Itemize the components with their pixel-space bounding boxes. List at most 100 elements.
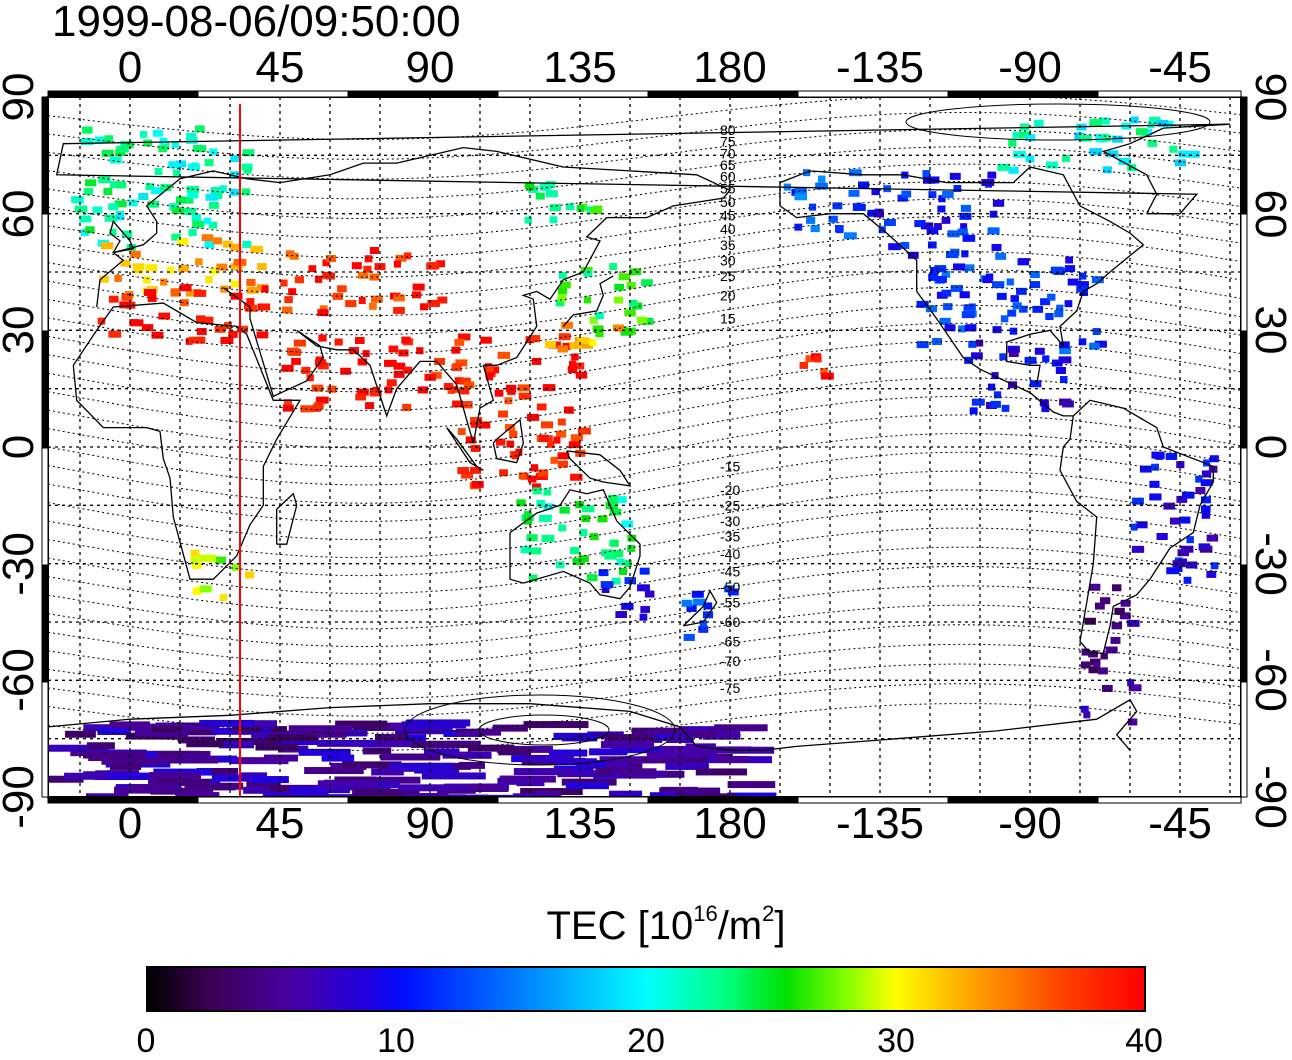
tec-pixel [82,126,93,134]
tec-pixel [1045,161,1058,169]
tec-pixel [322,783,355,791]
tec-pixel [200,585,212,593]
tec-pixel [209,148,218,156]
tec-pixel [1135,128,1148,136]
tec-pixel [88,753,139,761]
tec-pixel [1163,502,1176,510]
tec-pixel [384,359,397,367]
tec-pixel [613,296,624,304]
tec-pixel [536,403,547,411]
right-lat-tick: 30 [1246,305,1292,355]
tec-pixel [390,762,455,770]
tec-pixel [317,309,329,317]
tec-pixel [550,456,558,464]
tec-pixel [244,571,255,579]
tec-pixel [108,330,122,338]
coastline [1059,399,1214,654]
tec-pixel [997,163,1011,171]
tec-pixel [1201,511,1211,519]
tec-pixel [526,413,540,421]
tec-pixel [97,727,131,735]
tec-pixel [256,331,269,339]
tec-pixel [1079,134,1092,142]
left-lat-tick: 0 [0,387,43,507]
tec-pixel [216,263,228,271]
tec-pixel [1181,491,1195,499]
tec-pixel [1045,313,1054,321]
tec-pixel [537,469,549,477]
tec-pixel [987,227,1000,235]
tec-pixel [597,515,608,523]
tec-pixel [1101,684,1113,692]
tec-pixel [1127,164,1137,172]
tec-pixel [398,349,409,357]
tec-pixel [629,268,642,276]
tec-pixel [1059,376,1068,384]
tec-pixel [104,214,118,222]
tec-pixel [1025,155,1035,163]
tec-pixel [938,195,946,203]
contour-label: -65 [720,633,740,649]
tec-pixel [1025,134,1036,142]
tec-pixel [282,306,293,314]
tec-pixel [916,341,929,349]
contour-label: 45 [720,208,736,224]
tec-pixel [971,398,985,406]
tec-pixel [613,550,624,558]
tec-pixel [960,204,972,212]
tec-pixel [987,171,997,179]
tec-pixel [308,265,317,273]
tec-pixel [1180,545,1194,553]
tec-pixel [171,207,185,215]
tec-pixel [1179,516,1191,524]
tec-pixel [599,756,656,764]
tec-pixel [1151,463,1159,471]
tec-pixel [92,206,103,214]
tec-pixel [195,315,206,323]
tec-pixel [572,557,585,565]
tec-pixel [243,166,252,174]
tec-pixel [531,357,542,365]
mag-contour [47,181,1241,239]
tec-pixel [140,130,148,138]
tec-pixel [192,561,203,569]
contour-label: -30 [720,513,740,529]
tec-pixel [157,750,211,758]
tec-pixel [158,312,171,320]
tec-pixel [492,724,528,732]
tec-pixel [968,340,977,348]
tec-pixel [314,275,323,283]
tec-pixel [607,499,619,507]
tec-pixel [1089,118,1102,126]
coastline [779,205,1074,417]
tec-pixel [992,281,1005,289]
tec-pixel [371,295,383,303]
tec-pixel [1131,545,1145,553]
tec-pixel [996,292,1007,300]
tec-pixel [1050,266,1064,274]
tec-pixel [173,169,181,177]
tec-pixel [1033,119,1044,127]
tec-pixel [402,366,413,374]
tec-pixel [369,246,380,254]
tec-pixel [1088,650,1098,658]
tec-pixel [1065,256,1074,264]
left-lat-tick: -60 [0,648,43,713]
tec-pixel [260,303,271,311]
tec-pixel [1081,648,1090,656]
tec-pixel [969,407,978,415]
tec-pixel [186,132,196,140]
tec-pixel [943,303,953,311]
colorbar-tick: 30 [877,1022,915,1060]
tec-pixel [1149,116,1161,124]
tec-pixel [1169,517,1181,525]
tec-pixel [544,340,557,348]
tec-pixel [486,364,494,372]
tec-pixel [159,137,168,145]
tec-pixel [835,226,844,234]
tec-pixel [962,234,976,242]
tec-pixel [369,302,377,310]
tec-pixel [304,767,364,775]
tec-pixel [232,725,261,733]
tec-pixel [357,358,368,366]
